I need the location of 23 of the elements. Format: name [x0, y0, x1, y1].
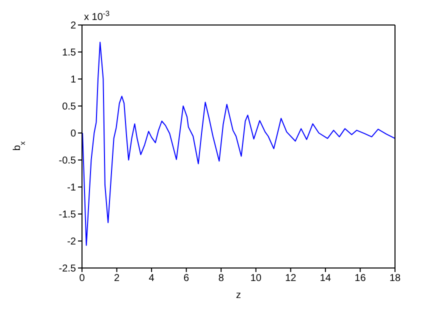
x-tick-label: 18	[389, 273, 401, 284]
y-tick-label: -1.5	[58, 210, 76, 221]
text: x 10$^{-3}$	[84, 8, 110, 23]
y-tick-label: -0.5	[58, 156, 76, 167]
y-tick-label: 1.5	[62, 48, 76, 59]
x-tick-label: 6	[184, 273, 190, 284]
x-tick-label: 12	[285, 273, 297, 284]
y-tick-label: 0.5	[62, 102, 76, 113]
y-tick-label: -2.5	[58, 264, 76, 275]
x-tick-label: 0	[79, 273, 86, 284]
y-tick-label: -2	[67, 236, 76, 248]
x-tick-label: 14	[320, 273, 332, 284]
x-axis-title: z	[236, 290, 241, 301]
x-tick-label: 16	[354, 273, 366, 284]
y-tick-label: 2	[70, 20, 76, 32]
x-tick-label: 8	[218, 273, 224, 284]
x-tick-label: 10	[250, 273, 262, 284]
y-tick-label: -1	[67, 182, 76, 194]
line-series	[82, 42, 395, 246]
y-tick-label: 1	[70, 74, 76, 86]
x-tick-label: 4	[148, 273, 155, 284]
x-tick-label: 2	[114, 273, 120, 284]
y-tick-label: 0	[70, 128, 76, 140]
